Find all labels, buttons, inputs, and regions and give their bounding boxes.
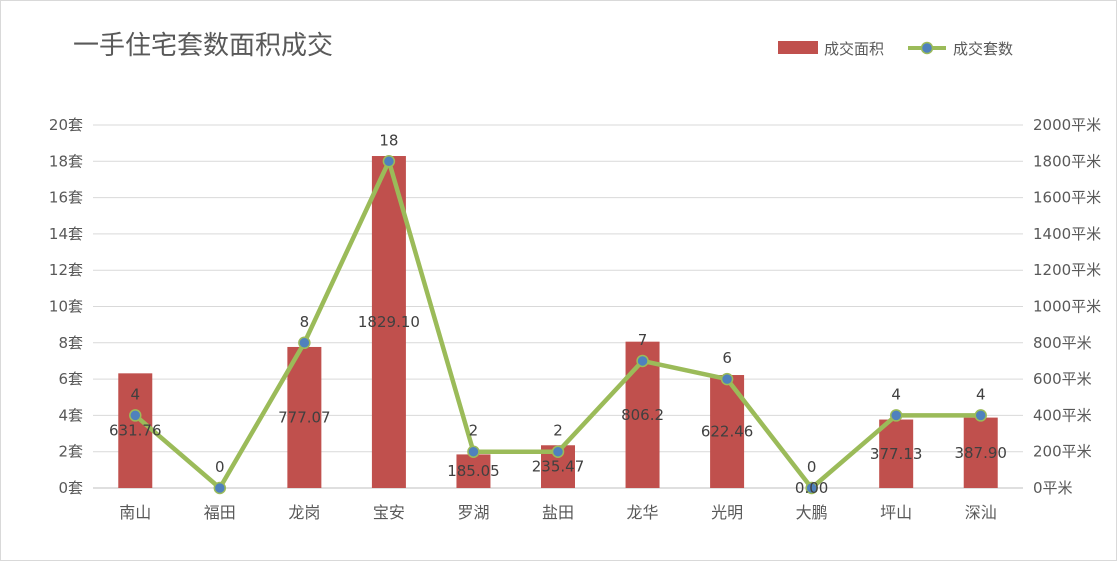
- category-label: 南山: [119, 503, 151, 522]
- area-label: 0.00: [795, 479, 828, 497]
- chart-title: 一手住宅套数面积成交: [73, 31, 333, 61]
- right-tick-label: 800平米: [1033, 334, 1092, 352]
- area-label: 387.90: [954, 444, 1007, 462]
- line-point: [551, 445, 565, 458]
- right-tick-label: 1600平米: [1033, 189, 1101, 207]
- category-label: 坪山: [880, 503, 912, 522]
- category-label: 大鹏: [796, 503, 828, 522]
- right-tick-label: 400平米: [1033, 406, 1092, 424]
- count-label: 8: [300, 313, 310, 331]
- right-tick-label: 1000平米: [1033, 298, 1101, 316]
- count-label: 18: [379, 131, 398, 149]
- line-point: [467, 445, 480, 458]
- left-tick-label: 14套: [49, 225, 83, 243]
- right-tick-label: 1800平米: [1033, 152, 1101, 170]
- category-label: 深汕: [965, 503, 997, 522]
- left-axis: 0套 2套 4套 6套 8套 10套 12套 14套 16套 18套 20套: [49, 116, 83, 497]
- right-tick-label: 2000平米: [1033, 116, 1101, 134]
- bar-series: [118, 156, 998, 488]
- category-label: 光明: [711, 503, 743, 522]
- right-axis: 0平米 200平米 400平米 600平米 800平米 1000平米 1200平米 1400平…: [1033, 116, 1101, 497]
- count-label: 4: [130, 385, 140, 403]
- category-axis: 南山 福田 龙岗 宝安 罗湖 盐田 龙华 光明 大鹏 坪山 深汕: [119, 503, 996, 522]
- left-tick-label: 18套: [49, 152, 83, 170]
- area-label: 235.47: [532, 458, 585, 476]
- line-point: [213, 481, 227, 495]
- area-label: 185.05: [447, 462, 500, 480]
- legend-label-count: 成交套数: [953, 40, 1013, 58]
- line-point: [720, 372, 734, 386]
- data-labels: 4 0 8 18 2 2 7 6 0 4 4 631.76 777.07 1829.10 185.05 235…: [109, 131, 1007, 497]
- count-label: 7: [638, 331, 648, 349]
- left-tick-label: 12套: [49, 261, 83, 279]
- legend-swatch-area: [778, 41, 818, 54]
- count-label: 0: [215, 458, 225, 476]
- area-label: 622.46: [701, 423, 754, 441]
- gridlines: [93, 124, 1023, 489]
- category-label: 福田: [204, 503, 236, 522]
- bar: [287, 346, 322, 488]
- left-tick-label: 16套: [49, 189, 83, 207]
- line-point: [129, 409, 142, 422]
- line-point: [382, 155, 396, 168]
- count-label: 4: [891, 385, 901, 403]
- left-tick-label: 20套: [49, 116, 83, 134]
- bar: [879, 419, 914, 488]
- count-label: 2: [553, 422, 563, 440]
- left-tick-label: 2套: [58, 443, 83, 461]
- area-label: 377.13: [870, 445, 923, 463]
- line-point: [974, 409, 987, 422]
- line-series: [129, 155, 987, 495]
- left-tick-label: 10套: [49, 298, 83, 316]
- count-label: 0: [807, 458, 817, 476]
- category-label: 龙华: [627, 503, 659, 522]
- right-tick-label: 600平米: [1033, 370, 1092, 388]
- category-label: 宝安: [373, 503, 405, 522]
- legend-label-area: 成交面积: [824, 40, 884, 58]
- category-label: 盐田: [542, 503, 574, 522]
- line-point: [889, 409, 903, 422]
- right-tick-label: 200平米: [1033, 443, 1092, 461]
- left-tick-label: 0套: [58, 479, 83, 497]
- bar: [371, 156, 406, 488]
- bar: [118, 373, 153, 488]
- right-tick-label: 0平米: [1033, 479, 1073, 497]
- count-label: 2: [469, 422, 479, 440]
- legend: 成交面积 成交套数: [778, 40, 1013, 58]
- area-label: 806.2: [621, 406, 664, 424]
- left-tick-label: 8套: [58, 334, 83, 352]
- line-point: [636, 354, 649, 368]
- area-label: 777.07: [278, 408, 331, 426]
- right-tick-label: 1400平米: [1033, 225, 1101, 243]
- category-label: 罗湖: [457, 503, 489, 522]
- bar: [456, 454, 491, 488]
- right-tick-label: 1200平米: [1033, 261, 1101, 279]
- legend-marker-count: [920, 41, 934, 55]
- count-label: 4: [976, 385, 986, 403]
- bar: [963, 417, 998, 488]
- line-point: [298, 336, 311, 350]
- left-tick-label: 6套: [58, 370, 83, 388]
- line-point: [805, 481, 818, 495]
- count-label: 6: [722, 349, 732, 367]
- left-tick-label: 4套: [58, 406, 83, 424]
- area-label: 1829.10: [358, 313, 420, 331]
- area-label: 631.76: [109, 422, 162, 440]
- category-label: 龙岗: [288, 503, 320, 522]
